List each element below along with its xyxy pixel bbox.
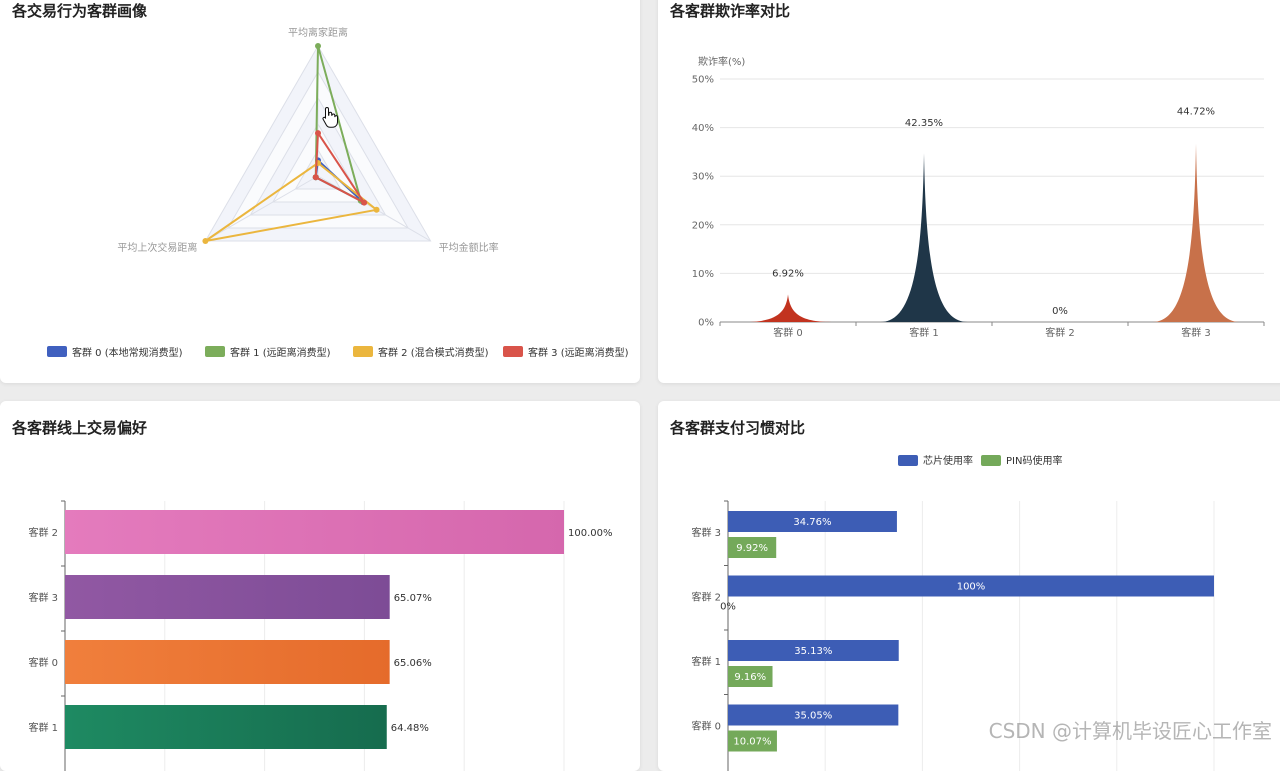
data-label: 65.07% [394,593,432,604]
online-bar [65,640,390,684]
legend-swatch [353,346,373,357]
data-label: 35.13% [794,646,832,657]
legend-label: 客群 0 (本地常规消费型) [72,346,183,359]
legend-swatch [47,346,67,357]
legend-item: 客群 2 (混合模式消费型) [353,346,489,359]
data-label: 0% [1052,306,1068,317]
online-chart: 客群 2 100.00% 客群 3 65.07% 客群 0 65.06% 客群 1 64.48… [28,500,613,771]
fraud-spike [1152,143,1240,322]
x-tick-label: 客群 2 [1045,326,1075,339]
payment-bar [728,537,777,558]
payment-bar [728,730,777,752]
online-title: 各客群线上交易偏好 [12,419,148,437]
y-tick-label: 40% [692,123,714,134]
fraud-spike [744,294,832,322]
data-label: 9.16% [734,672,766,683]
data-label: 34.76% [793,517,831,528]
payment-panel: 各客群支付习惯对比 芯片使用率 PIN码使用率客群 3 34.76% 9.92% 客群 … [658,401,1280,771]
y-tick-label: 客群 1 [691,655,721,668]
legend-item: 客群 3 (远距离消费型) [503,346,629,359]
x-tick-label: 客群 1 [909,326,939,339]
legend-item: 客群 0 (本地常规消费型) [47,346,183,359]
y-tick-label: 30% [692,172,714,183]
legend-item: 客群 1 (远距离消费型) [205,346,331,359]
legend-swatch [898,455,918,466]
data-label: 44.72% [1177,107,1215,118]
watermark: CSDN @计算机毕设匠心工作室 [988,719,1272,743]
y-tick-label: 50% [692,75,714,86]
radar-title: 各交易行为客群画像 [12,2,148,20]
y-tick-label: 客群 3 [28,591,58,604]
y-tick-label: 客群 3 [691,526,721,539]
payment-bar [728,511,897,532]
radar-point [312,174,319,181]
data-label: 64.48% [391,723,429,734]
radar-point [315,130,321,137]
radar-series-line [204,161,379,242]
y-axis-title: 欺诈率(%) [698,55,745,68]
radar-indicator-label: 平均上次交易距离 [117,241,197,254]
legend-label: PIN码使用率 [1006,454,1062,467]
payment-bar [728,640,899,661]
data-label: 10.07% [733,737,771,748]
legend-item: 芯片使用率 [898,454,973,467]
y-tick-label: 10% [692,269,714,280]
radar-point [202,238,209,244]
online-panel: 各客群线上交易偏好 客群 2 100.00% 客群 3 65.07% 客群 0 65.06… [0,401,640,771]
legend-label: 客群 3 (远距离消费型) [528,346,629,359]
y-tick-label: 客群 2 [691,591,721,604]
y-tick-label: 20% [692,220,714,231]
legend-label: 客群 1 (远距离消费型) [230,346,331,359]
fraud-title: 各客群欺诈率对比 [670,2,791,20]
data-label: 65.06% [394,658,432,669]
online-bar [65,510,564,554]
data-label: 9.92% [736,543,768,554]
legend-item: PIN码使用率 [981,454,1062,467]
legend-swatch [981,455,1001,466]
hand-cursor-icon [322,106,338,128]
data-label: 6.92% [772,268,804,279]
fraud-spike [880,153,968,322]
y-tick-label: 客群 2 [28,526,58,539]
radar-indicator-label: 平均金额比率 [439,241,499,254]
online-bar [65,705,387,749]
x-tick-label: 客群 0 [773,326,803,339]
legend-swatch [503,346,523,357]
y-tick-label: 0% [698,318,714,329]
fraud-chart: 欺诈率(%) 0% 10% 20% 30% 40% 50% 客群 0 6.92% 客群 1 42.3… [692,55,1265,339]
legend-swatch [205,346,225,357]
online-bar [65,575,390,619]
radar-point [361,199,368,206]
data-label: 100% [957,582,986,593]
data-label: 0% [720,602,736,613]
payment-bar [728,704,899,726]
radar-series-line [314,130,365,204]
radar-point [315,43,321,49]
x-tick-label: 客群 3 [1181,326,1211,339]
payment-title: 各客群支付习惯对比 [670,419,806,437]
legend-label: 芯片使用率 [923,454,973,467]
payment-bar [728,666,773,687]
data-label: 42.35% [905,118,943,129]
radar-axis-line [205,175,319,242]
payment-bar [728,575,1214,597]
fraud-panel: 各客群欺诈率对比 欺诈率(%) 0% 10% 20% 30% 40% 50% 客群 0 6.92… [658,0,1280,383]
data-label: 35.05% [794,711,832,722]
y-tick-label: 客群 1 [28,721,58,734]
legend-label: 客群 2 (混合模式消费型) [378,346,489,359]
radar-panel: 各交易行为客群画像 平均离家距离平均金额比率 平均上次交易距离客群 0 (本地常规… [0,0,640,383]
data-label: 100.00% [568,528,613,539]
y-tick-label: 客群 0 [28,656,58,669]
y-tick-label: 客群 0 [691,720,721,733]
radar-indicator-label: 平均离家距离 [288,26,348,39]
radar-point [373,206,380,213]
